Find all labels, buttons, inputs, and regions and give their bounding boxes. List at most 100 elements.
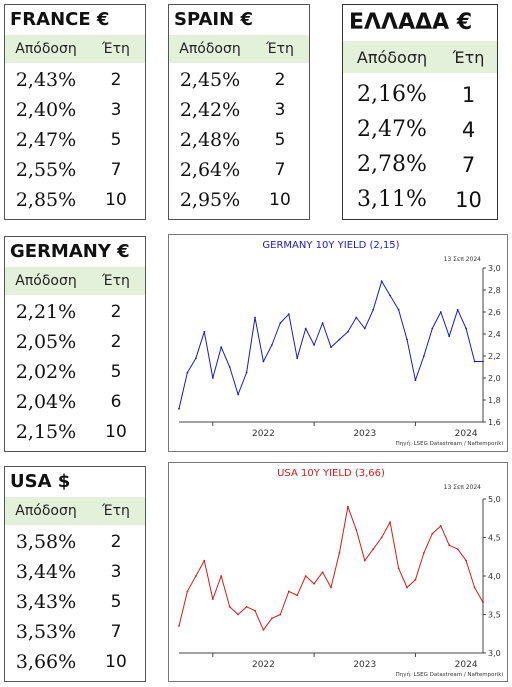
- table-row: 3,11% 10: [343, 182, 497, 217]
- yield-column-header: Απόδοση: [356, 47, 428, 67]
- years-value: 4: [461, 117, 476, 142]
- yield-value: 2,45%: [179, 69, 241, 91]
- data-point: [338, 338, 341, 341]
- data-point: [254, 316, 256, 319]
- data-point: [287, 313, 290, 316]
- data-point: [380, 536, 383, 539]
- data-point: [313, 344, 315, 346]
- chart-date-label: 13 Σεπ 2024: [444, 256, 482, 263]
- table-row: 2,15% 10: [5, 417, 145, 447]
- yield-value: 2,21%: [15, 301, 77, 323]
- germany-10y-yield-chart: GERMANY 10Y YIELD (2,15) 13 Σεπ 2024 1,6 1,…: [168, 234, 508, 452]
- table-row: 2,47% 4: [343, 112, 497, 147]
- yield-column-header: Απόδοση: [179, 41, 241, 57]
- years-value: 3: [110, 100, 122, 120]
- years-value: 2: [110, 332, 122, 352]
- table-row: 3,43% 5: [5, 587, 145, 617]
- chart-title: USA 10Y YIELD (3,66): [277, 468, 385, 479]
- years-column-header: Έτη: [452, 47, 485, 67]
- usa-table-body: 3,58% 2 3,44% 3 3,43% 5 3,53% 7 3,66% 10: [5, 525, 145, 677]
- yield-value: 2,64%: [179, 159, 241, 181]
- table-row: 2,02% 5: [5, 357, 145, 387]
- data-point: [456, 548, 459, 550]
- yield-value: 2,47%: [15, 129, 77, 151]
- years-value: 10: [455, 187, 482, 212]
- spain-table-body: 2,45% 2 2,42% 3 2,48% 5 2,64% 7 2,95% 10: [169, 63, 309, 215]
- data-point: [254, 609, 256, 612]
- yield-column-header: Απόδοση: [15, 41, 77, 57]
- yield-value: 2,48%: [179, 129, 241, 151]
- data-point: [482, 601, 484, 604]
- y-tick-label: 2,6: [488, 308, 501, 317]
- yield-value: 2,16%: [357, 82, 427, 107]
- data-point: [279, 322, 282, 324]
- germany-table-title: GERMANY €: [10, 241, 130, 262]
- table-row: 2,78% 7: [343, 147, 497, 182]
- years-value: 7: [274, 160, 286, 180]
- yield-series-line: [178, 506, 484, 631]
- data-point: [439, 311, 442, 313]
- data-point: [473, 360, 476, 363]
- data-point: [262, 360, 265, 363]
- years-value: 7: [110, 622, 122, 642]
- years-value: 10: [105, 652, 127, 672]
- years-value: 10: [105, 190, 127, 210]
- greece-table-title: ΕΛΛΑΔΑ €: [349, 10, 473, 35]
- table-row: 2,64% 7: [169, 155, 309, 185]
- years-value: 5: [110, 130, 122, 150]
- table-row: 3,58% 2: [5, 527, 145, 557]
- greece-yield-table: ΕΛΛΑΔΑ € Απόδοση Έτη 2,16% 1 2,47% 4 2,78% 7 3…: [342, 4, 498, 220]
- table-row: 3,44% 3: [5, 557, 145, 587]
- data-point: [397, 308, 400, 311]
- chart-date-label: 13 Σεπ 2024: [444, 484, 482, 491]
- y-tick-label: 1,6: [488, 418, 501, 427]
- data-point: [456, 308, 459, 311]
- y-tick-label: 4,0: [488, 572, 501, 581]
- data-point: [406, 586, 408, 589]
- france-yield-table: FRANCE € Απόδοση Έτη 2,43% 2 2,40% 3 2,47% 5 2…: [4, 4, 146, 220]
- data-point: [465, 559, 467, 562]
- table-row: 3,66% 10: [5, 647, 145, 677]
- chart-source-text: Πηγή: LSEG Datastream / Naftemporiki: [396, 671, 504, 678]
- yield-value: 2,05%: [15, 331, 77, 353]
- data-point: [431, 327, 434, 330]
- data-point: [313, 582, 315, 585]
- yield-value: 2,42%: [179, 99, 241, 121]
- years-column-header: Έτη: [102, 273, 130, 289]
- years-value: 2: [110, 302, 122, 322]
- years-value: 5: [274, 130, 286, 150]
- years-value: 2: [274, 70, 286, 90]
- data-point: [203, 330, 206, 333]
- data-point: [380, 280, 383, 283]
- years-value: 3: [110, 562, 122, 582]
- y-tick-label: 5,0: [488, 495, 501, 504]
- data-point: [237, 393, 239, 396]
- yield-value: 2,43%: [15, 69, 77, 91]
- data-point: [271, 617, 273, 620]
- data-point: [423, 355, 425, 357]
- y-tick-label: 2,2: [488, 352, 501, 361]
- table-row: 2,16% 1: [343, 77, 497, 112]
- y-tick-label: 3,0: [488, 264, 501, 273]
- yield-value: 2,55%: [15, 159, 77, 181]
- yield-column-header: Απόδοση: [15, 503, 77, 519]
- years-value: 1: [461, 82, 476, 107]
- years-column-header: Έτη: [266, 41, 294, 57]
- yield-value: 3,53%: [15, 621, 77, 643]
- table-row: 2,48% 5: [169, 125, 309, 155]
- data-point: [448, 544, 451, 547]
- germany-yield-table: GERMANY € Απόδοση Έτη 2,21% 2 2,05% 2 2,02% 5…: [4, 236, 146, 452]
- data-point: [414, 578, 417, 581]
- usa-chart-svg: USA 10Y YIELD (3,66) 13 Σεπ 2024 3,0 3,5 4,0…: [178, 468, 504, 678]
- data-point: [262, 629, 265, 631]
- table-row: 2,21% 2: [5, 297, 145, 327]
- years-value: 2: [110, 70, 122, 90]
- yield-value: 2,40%: [15, 99, 77, 121]
- france-table-body: 2,43% 2 2,40% 3 2,47% 5 2,55% 7 2,85% 10: [5, 63, 145, 215]
- yield-series-line: [178, 280, 483, 409]
- yield-value: 2,85%: [15, 189, 77, 211]
- yield-value: 2,95%: [179, 189, 241, 211]
- yield-value: 2,47%: [357, 117, 427, 142]
- years-value: 10: [105, 422, 127, 442]
- x-tick-label: 2022: [252, 660, 275, 670]
